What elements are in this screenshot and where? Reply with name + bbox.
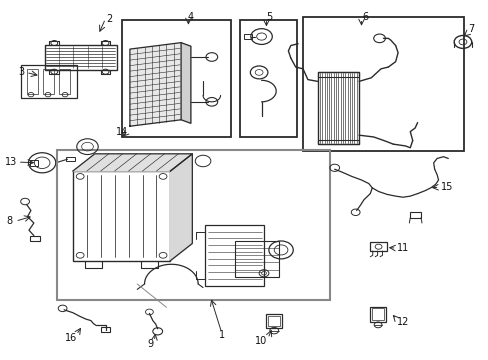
- Bar: [122, 21, 231, 137]
- Bar: [234, 241, 278, 277]
- Bar: [44, 45, 117, 69]
- Bar: [59, 69, 70, 94]
- Bar: [65, 157, 75, 161]
- Bar: [239, 21, 297, 137]
- Text: 8: 8: [6, 216, 13, 226]
- Bar: [317, 72, 358, 77]
- Text: 3: 3: [18, 67, 24, 77]
- Bar: [30, 160, 38, 166]
- Bar: [268, 316, 280, 326]
- Polygon shape: [130, 42, 181, 126]
- Text: 6: 6: [362, 12, 368, 22]
- Bar: [30, 236, 40, 241]
- Text: 9: 9: [147, 339, 154, 349]
- Bar: [205, 225, 264, 286]
- Bar: [21, 65, 77, 98]
- Polygon shape: [170, 154, 192, 261]
- Text: 14: 14: [115, 127, 127, 136]
- Bar: [266, 314, 282, 328]
- Bar: [243, 34, 252, 39]
- Text: 11: 11: [396, 243, 408, 253]
- Bar: [101, 327, 110, 332]
- Bar: [303, 17, 463, 151]
- Text: 16: 16: [65, 333, 78, 343]
- Bar: [409, 212, 420, 218]
- Bar: [317, 72, 358, 144]
- Text: 1: 1: [218, 330, 224, 340]
- Text: 7: 7: [467, 24, 473, 35]
- Text: 4: 4: [187, 12, 194, 22]
- Polygon shape: [181, 42, 190, 123]
- Bar: [27, 69, 38, 94]
- Bar: [371, 308, 383, 320]
- Bar: [369, 307, 385, 321]
- Bar: [369, 242, 386, 251]
- Text: 5: 5: [265, 12, 271, 22]
- Bar: [317, 140, 358, 144]
- Text: 13: 13: [5, 157, 18, 167]
- Text: 2: 2: [105, 14, 112, 24]
- Polygon shape: [73, 154, 192, 171]
- Bar: [73, 171, 170, 261]
- Text: 10: 10: [255, 336, 267, 346]
- Bar: [57, 149, 329, 300]
- Text: 12: 12: [396, 317, 408, 327]
- Text: 15: 15: [440, 182, 452, 192]
- Bar: [43, 69, 54, 94]
